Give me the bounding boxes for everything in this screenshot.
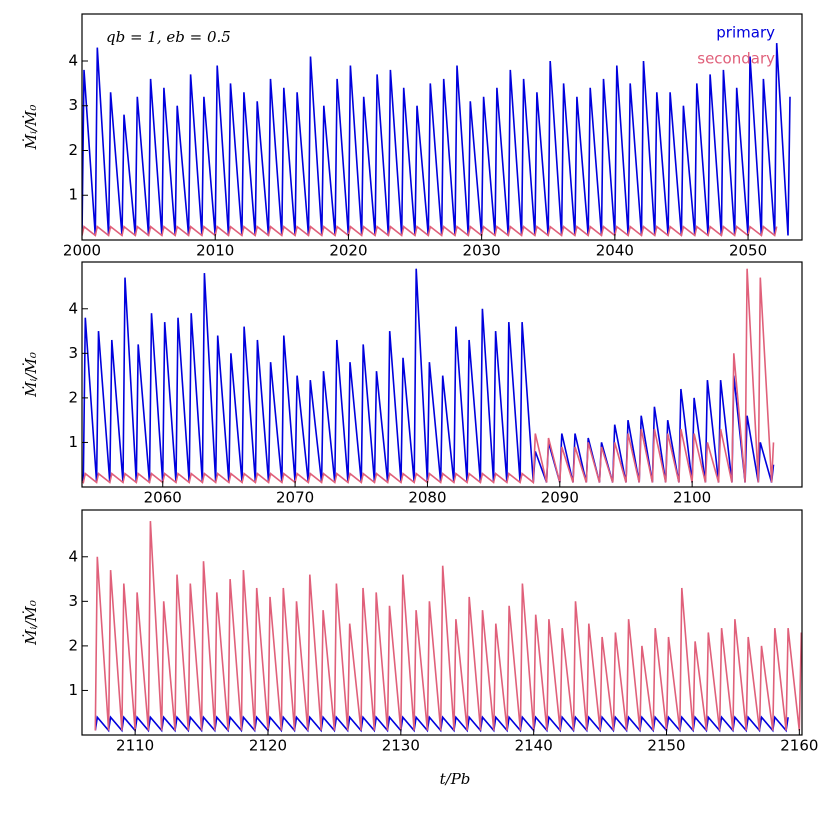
y-axis-label: Ṁᵢ/Ṁ₀ <box>22 105 40 151</box>
y-tick-label: 1 <box>68 186 78 204</box>
series-line <box>82 268 775 485</box>
y-tick-label: 3 <box>68 592 78 610</box>
y-tick-label: 2 <box>68 141 78 159</box>
x-tick-label: 2030 <box>463 242 501 260</box>
legend-label: secondary <box>697 50 775 68</box>
x-tick-label: 2110 <box>116 737 154 755</box>
x-tick-label: 2080 <box>408 489 446 507</box>
y-axis-label: Ṁᵢ/Ṁ₀ <box>22 600 40 646</box>
y-tick-label: 3 <box>68 344 78 362</box>
x-tick-label: 2150 <box>647 737 685 755</box>
y-tick-label: 4 <box>68 51 78 69</box>
x-tick-label: 2040 <box>596 242 634 260</box>
series-line <box>94 715 789 733</box>
annotation: qb = 1, eb = 0.5 <box>106 28 231 46</box>
series-line <box>82 225 778 237</box>
plot-frame <box>81 261 803 488</box>
y-tick-label: 4 <box>68 299 78 317</box>
x-tick-label: 2100 <box>673 489 711 507</box>
x-tick-label: 2140 <box>515 737 553 755</box>
x-tick-label: 2050 <box>729 242 767 260</box>
plot-frame <box>81 509 803 736</box>
x-tick-label: 2120 <box>249 737 287 755</box>
series-line <box>82 268 775 483</box>
y-tick-label: 3 <box>68 96 78 114</box>
y-tick-label: 2 <box>68 388 78 406</box>
plot-frame <box>81 13 803 241</box>
x-axis-label: t/Pb <box>440 770 471 788</box>
y-tick-label: 1 <box>68 433 78 451</box>
x-tick-label: 2130 <box>382 737 420 755</box>
legend-label: primary <box>716 24 775 42</box>
x-tick-label: 2000 <box>63 242 101 260</box>
series-line <box>82 43 791 236</box>
x-tick-label: 2020 <box>329 242 367 260</box>
y-tick-label: 2 <box>68 636 78 654</box>
y-tick-label: 4 <box>68 547 78 565</box>
x-tick-label: 2090 <box>541 489 579 507</box>
y-tick-label: 1 <box>68 681 78 699</box>
series-line <box>94 521 802 731</box>
x-tick-label: 2060 <box>144 489 182 507</box>
y-axis-label: Ṁᵢ/Ṁ₀ <box>22 352 40 398</box>
x-tick-label: 2160 <box>780 737 818 755</box>
x-tick-label: 2010 <box>196 242 234 260</box>
x-tick-label: 2070 <box>276 489 314 507</box>
